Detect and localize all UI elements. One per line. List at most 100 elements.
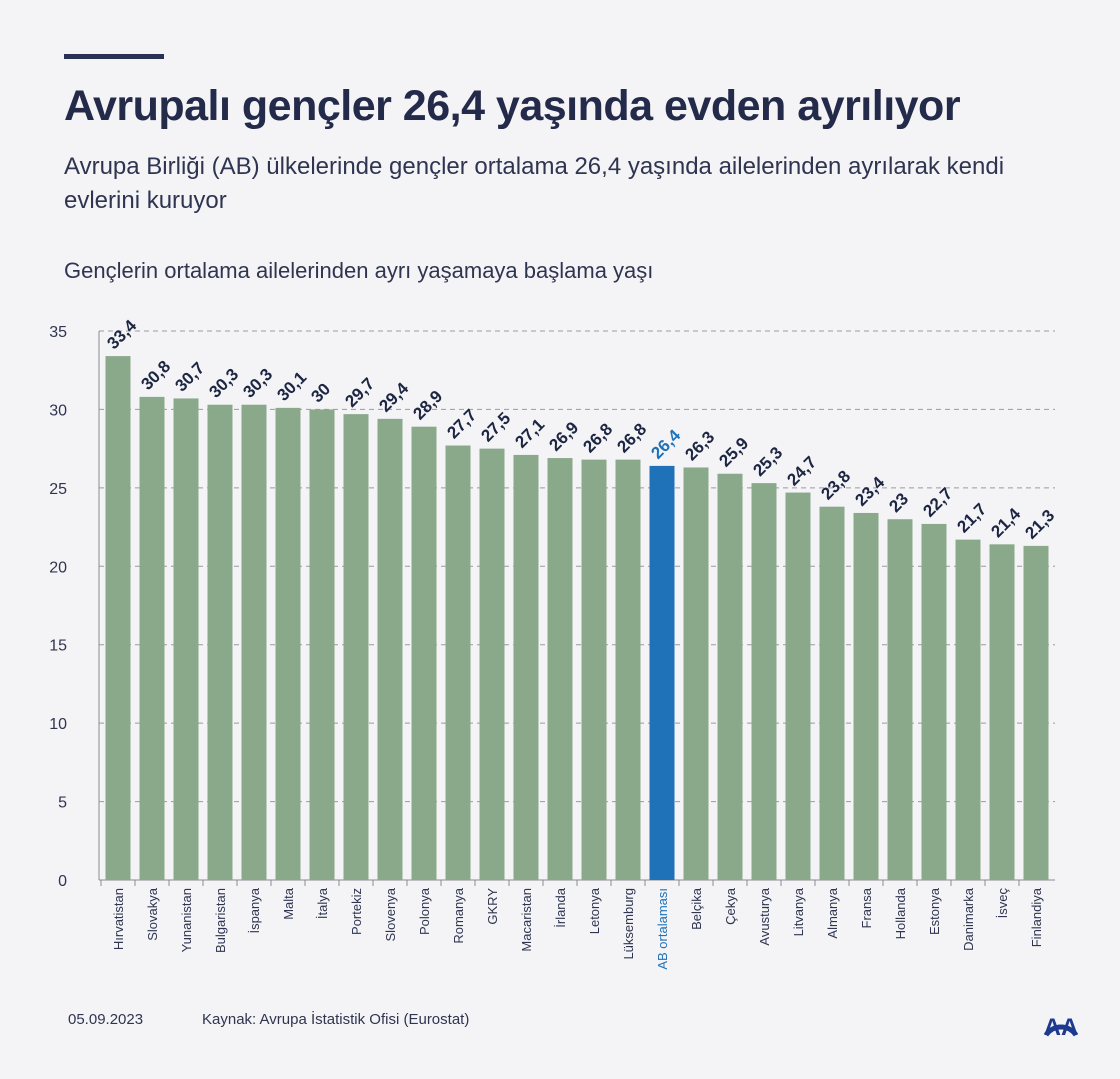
x-tick-label: İrlanda: [553, 887, 568, 928]
y-tick-label: 10: [49, 716, 67, 733]
data-label: 30,3: [239, 365, 276, 402]
y-tick-label: 20: [49, 559, 67, 576]
bar: [513, 454, 539, 880]
x-tick-label: Letonya: [587, 887, 602, 934]
x-tick-label: Finlandiya: [1029, 887, 1044, 947]
bar: [853, 512, 879, 880]
bar: [309, 409, 335, 880]
x-tick-label: Fransa: [859, 887, 874, 928]
data-label: 27,5: [477, 409, 514, 446]
data-label: 30: [307, 379, 334, 406]
data-label: 26,8: [579, 420, 616, 457]
page-title: Avrupalı gençler 26,4 yaşında evden ayrı…: [64, 82, 961, 130]
data-label: 33,4: [103, 316, 140, 353]
page-subtitle: Avrupa Birliği (AB) ülkelerinde gençler …: [64, 153, 1005, 214]
data-label: 30,3: [205, 365, 242, 402]
y-tick-label: 15: [49, 638, 67, 655]
date: 05.09.2023: [68, 1011, 144, 1028]
x-tick-label: Romanya: [451, 887, 466, 943]
x-tick-label: Hırvatistan: [111, 888, 126, 950]
x-tick-label: Slovakya: [145, 887, 160, 941]
title-rule: [64, 54, 164, 59]
data-label: 23,8: [817, 467, 854, 504]
x-tick-label: İsveç: [995, 888, 1010, 919]
bar: [955, 539, 981, 880]
chart-title: Gençlerin ortalama ailelerinden ayrı yaş…: [64, 258, 654, 283]
bar: [105, 356, 131, 880]
data-label: 27,1: [511, 415, 548, 452]
data-label: 25,9: [715, 434, 752, 471]
bar: [785, 492, 811, 880]
x-tick-label: Litvanya: [791, 887, 806, 936]
x-tick-label: Belçika: [689, 887, 704, 930]
x-tick-label: Macaristan: [519, 888, 534, 952]
data-label: 26,3: [681, 427, 718, 464]
bar: [241, 404, 267, 880]
x-tick-label: Malta: [281, 887, 296, 920]
data-label: 29,7: [341, 374, 378, 411]
x-tick-label: Avusturya: [757, 887, 772, 945]
bar: [819, 506, 845, 880]
svg-text:AA: AA: [1044, 1014, 1079, 1037]
x-tick-label: GKRY: [485, 888, 500, 925]
x-tick-label: Lüksemburg: [621, 888, 636, 960]
x-tick-label: Çekya: [723, 887, 738, 925]
x-tick-label: Portekiz: [349, 888, 364, 935]
data-label: 30,1: [273, 368, 310, 405]
data-label: 27,7: [443, 405, 480, 442]
data-label: 30,8: [137, 357, 174, 394]
bar: [615, 459, 641, 880]
data-label: 28,9: [409, 387, 446, 424]
x-tick-label: Polonya: [417, 887, 432, 935]
x-tick-label: Bulgaristan: [213, 888, 228, 953]
bar: [887, 519, 913, 880]
y-tick-label: 5: [58, 795, 67, 812]
bar: [445, 445, 471, 880]
bar: [649, 465, 675, 880]
x-tick-label: Danimarka: [961, 887, 976, 951]
bar: [173, 398, 199, 880]
bar: [207, 404, 233, 880]
x-tick-label: Slovenya: [383, 887, 398, 941]
bar: [411, 426, 437, 880]
data-label: 21,4: [987, 504, 1024, 541]
source: Kaynak: Avrupa İstatistik Ofisi (Eurosta…: [202, 1011, 470, 1028]
bar: [377, 418, 403, 880]
data-label: 29,4: [375, 378, 412, 415]
x-tick-label: Hollanda: [893, 887, 908, 939]
data-label: 24,7: [783, 453, 820, 490]
bar: [717, 473, 743, 880]
data-label: 23,4: [851, 473, 888, 510]
y-tick-label: 0: [58, 873, 67, 890]
bar: [921, 523, 947, 880]
data-label: 21,7: [953, 500, 990, 537]
bar: [139, 396, 165, 880]
bar: [479, 448, 505, 880]
data-label: 23: [885, 489, 912, 516]
x-tick-label: İspanya: [247, 887, 262, 933]
bar: [1023, 545, 1049, 880]
x-tick-label: Almanya: [825, 887, 840, 938]
aa-logo: AA: [1044, 1014, 1079, 1037]
data-label: 26,9: [545, 418, 582, 455]
data-label: 26,8: [613, 420, 650, 457]
x-tick-label: İtalya: [315, 887, 330, 919]
bar: [343, 414, 369, 880]
x-tick-label: Yunanistan: [179, 888, 194, 952]
bar: [275, 407, 301, 880]
y-tick-label: 35: [49, 324, 67, 341]
data-label: 25,3: [749, 443, 786, 480]
data-label: 26,4: [647, 426, 684, 463]
bar: [581, 459, 607, 880]
bar: [751, 483, 777, 880]
data-label: 22,7: [919, 484, 956, 521]
bar: [683, 467, 709, 880]
y-tick-label: 30: [49, 402, 67, 419]
x-tick-label: Estonya: [927, 887, 942, 935]
x-tick-label: AB ortalaması: [655, 888, 670, 970]
bar: [547, 458, 573, 880]
bar: [989, 544, 1015, 880]
y-tick-label: 25: [49, 481, 67, 498]
data-label: 30,7: [171, 358, 208, 395]
